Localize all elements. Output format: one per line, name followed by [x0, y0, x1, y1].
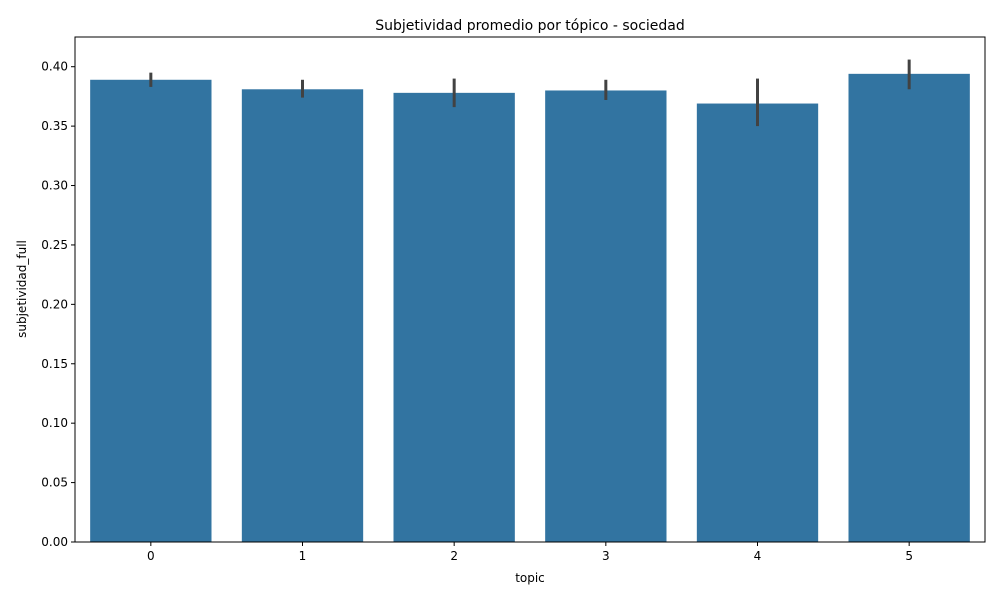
bar-topic-5	[848, 73, 970, 542]
y-tick-label: 0.40	[41, 60, 68, 74]
y-axis-label: subjetividad_full	[15, 240, 29, 338]
bar-topic-1	[241, 89, 364, 543]
y-tick-label: 0.10	[41, 416, 68, 430]
x-tick-label: 2	[450, 549, 458, 563]
bar-topic-3	[545, 90, 667, 543]
x-tick-label: 3	[602, 549, 610, 563]
x-tick-label: 0	[147, 549, 155, 563]
x-tick-label: 5	[905, 549, 913, 563]
y-tick-label: 0.25	[41, 238, 68, 252]
bar-topic-2	[393, 92, 515, 543]
y-tick-label: 0.15	[41, 357, 68, 371]
bars-group	[90, 73, 970, 543]
y-tick-label: 0.35	[41, 119, 68, 133]
bar-topic-4	[696, 103, 819, 543]
y-tick-label: 0.20	[41, 297, 68, 311]
x-axis-label: topic	[515, 571, 545, 585]
y-tick-label: 0.00	[41, 535, 68, 549]
y-tick-label: 0.30	[41, 179, 68, 193]
x-tick-label: 4	[754, 549, 762, 563]
chart-title: Subjetividad promedio por tópico - socie…	[375, 18, 685, 34]
x-axis: 0 1 2 3 4 5	[147, 542, 913, 563]
y-axis: 0.00 0.05 0.10 0.15 0.20 0.25 0.30 0.35 0.40	[41, 60, 75, 549]
y-tick-label: 0.05	[41, 476, 68, 490]
error-bars-group	[149, 59, 911, 127]
x-tick-label: 1	[299, 549, 307, 563]
bar-topic-0	[90, 79, 212, 542]
plot-frame	[74, 36, 986, 543]
